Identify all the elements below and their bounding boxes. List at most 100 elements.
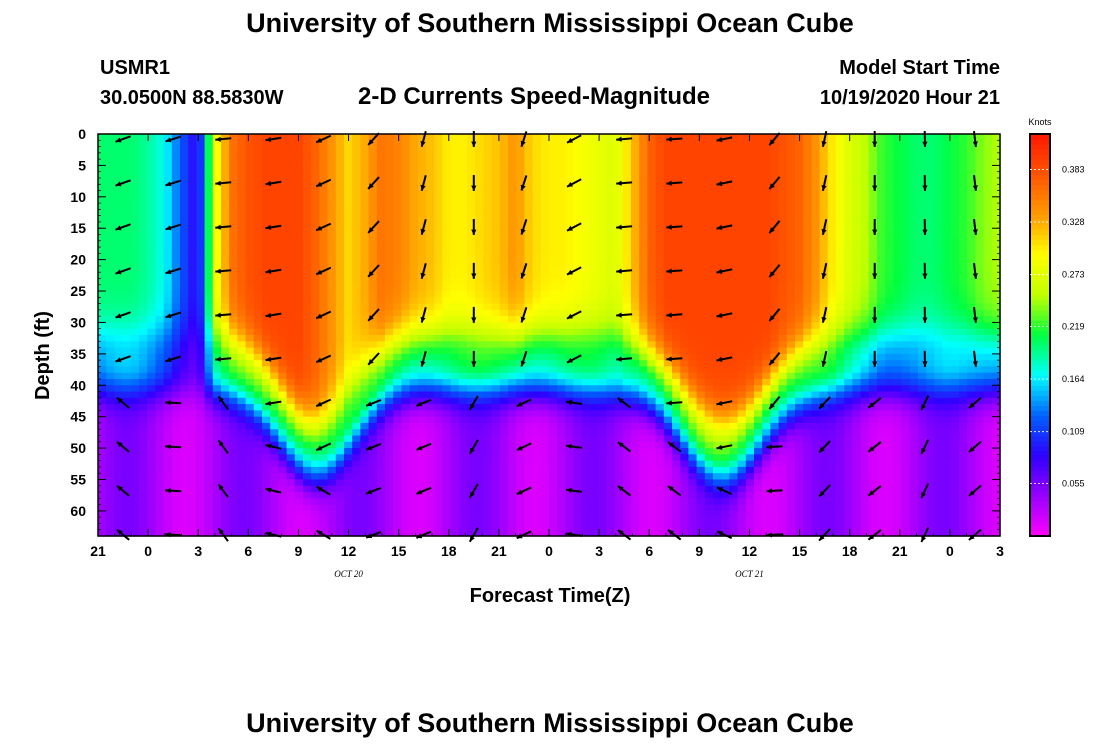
heat-cell <box>417 341 427 349</box>
heat-cell <box>155 441 165 449</box>
heat-cell <box>434 335 443 342</box>
heat-cell <box>680 134 689 141</box>
heat-cell <box>565 416 575 424</box>
heat-cell <box>335 335 345 342</box>
heat-cell <box>409 347 419 355</box>
heat-cell <box>163 159 173 167</box>
heat-cell <box>540 454 550 462</box>
heat-cell <box>688 473 698 481</box>
heat-cell <box>729 209 739 217</box>
heat-cell <box>434 479 443 487</box>
heat-cell <box>180 209 189 217</box>
heat-cell <box>163 473 173 481</box>
heat-cell <box>221 303 230 311</box>
heat-cell <box>335 441 345 449</box>
heat-cell <box>130 473 140 481</box>
heat-cell <box>171 416 181 424</box>
heat-cell <box>639 203 648 210</box>
heat-cell <box>565 259 575 267</box>
heat-cell <box>229 366 238 374</box>
heat-cell <box>606 221 616 229</box>
heat-cell <box>368 297 378 305</box>
heat-cell <box>721 171 730 179</box>
heat-cell <box>606 353 616 361</box>
heat-cell <box>106 297 115 305</box>
heat-cell <box>516 316 525 324</box>
heat-cell <box>598 316 607 324</box>
heat-cell <box>565 265 575 273</box>
heat-cell <box>155 259 165 267</box>
heat-cell <box>409 322 419 330</box>
heat-cell <box>278 152 288 160</box>
heat-cell <box>212 335 222 342</box>
heat-cell <box>319 303 329 311</box>
heat-cell <box>303 492 312 499</box>
heat-cell <box>360 460 370 468</box>
heat-cell <box>426 335 435 342</box>
heat-cell <box>729 152 739 160</box>
heat-cell <box>163 510 173 518</box>
heat-cell <box>483 341 493 349</box>
heat-cell <box>245 228 255 236</box>
heat-cell <box>713 397 722 405</box>
heat-cell <box>98 203 107 210</box>
heat-cell <box>549 303 558 311</box>
heat-cell <box>590 228 599 236</box>
heat-cell <box>270 240 279 248</box>
heat-cell <box>590 504 599 512</box>
heat-cell <box>409 159 419 167</box>
heat-cell <box>303 341 312 349</box>
heat-cell <box>163 165 173 173</box>
heat-cell <box>631 341 640 349</box>
heat-cell <box>516 341 525 349</box>
heat-cell <box>581 316 591 324</box>
heat-cell <box>467 134 476 141</box>
heat-cell <box>155 335 165 342</box>
heat-cell <box>434 291 443 298</box>
heat-cell <box>327 366 337 374</box>
heat-cell <box>417 378 427 386</box>
heat-cell <box>458 309 468 317</box>
heat-cell <box>557 391 566 399</box>
heat-cell <box>106 278 115 286</box>
heat-cell <box>401 360 411 368</box>
heat-cell <box>475 272 484 280</box>
heat-cell <box>557 196 566 204</box>
heat-cell <box>286 177 296 185</box>
heat-cell <box>704 247 714 254</box>
heat-cell <box>319 460 329 468</box>
heat-cell <box>655 278 665 286</box>
heat-cell <box>294 529 304 537</box>
heat-cell <box>663 247 673 254</box>
heat-cell <box>672 404 681 411</box>
heat-cell <box>647 378 657 386</box>
heat-cell <box>516 140 525 148</box>
heat-cell <box>721 291 730 298</box>
heat-cell <box>672 159 681 167</box>
heat-cell <box>278 303 288 311</box>
heat-cell <box>557 385 566 393</box>
heat-cell <box>303 215 312 223</box>
heat-cell <box>614 291 624 298</box>
heat-cell <box>294 485 304 493</box>
heat-cell <box>614 234 624 242</box>
heat-cell <box>311 378 320 386</box>
heat-cell <box>253 278 263 286</box>
heat-cell <box>729 171 739 179</box>
heat-cell <box>344 504 353 512</box>
heat-cell <box>565 335 575 342</box>
heat-cell <box>376 410 386 418</box>
heat-cell <box>647 454 657 462</box>
heat-cell <box>180 479 189 487</box>
heat-cell <box>524 335 534 342</box>
heat-cell <box>245 203 255 210</box>
heat-cell <box>590 360 599 368</box>
heat-cell <box>155 247 165 254</box>
heat-cell <box>294 410 304 418</box>
heat-cell <box>524 460 534 468</box>
heat-cell <box>704 209 714 217</box>
heat-cell <box>409 291 419 298</box>
heat-cell <box>163 184 173 192</box>
heat-cell <box>598 140 607 148</box>
heat-cell <box>335 309 345 317</box>
